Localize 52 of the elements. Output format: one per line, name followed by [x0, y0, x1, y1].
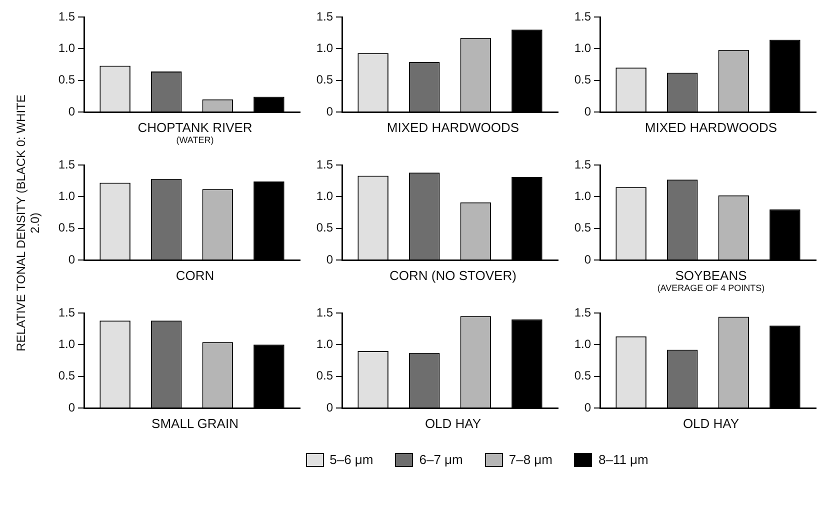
x-axis-title: MIXED HARDWOODS — [644, 120, 778, 135]
y-tick-label: 1.0 — [574, 40, 592, 55]
y-tick-label: 0 — [326, 104, 334, 118]
y-tick-label: 1.5 — [58, 305, 76, 320]
y-tick-label: 0.5 — [58, 220, 76, 235]
legend-label: 8–11 μm — [598, 452, 648, 467]
x-axis-title: SOYBEANS — [674, 268, 748, 283]
y-tick-label: 0 — [68, 400, 76, 414]
legend-label: 5–6 μm — [330, 452, 374, 467]
y-tick-label: 1.5 — [316, 305, 334, 320]
y-tick-label: 1.5 — [574, 305, 592, 320]
text: (AVERAGE OF 4 POINTS) — [656, 283, 766, 294]
y-tick-label: 1.5 — [58, 157, 76, 172]
y-tick-label: 0.5 — [316, 220, 334, 235]
y-tick-label: 1.0 — [58, 336, 76, 351]
x-axis-title: MIXED HARDWOODS — [386, 120, 520, 135]
y-tick-label: 1.0 — [316, 336, 334, 351]
legend-label: 6–7 μm — [419, 452, 463, 467]
y-tick-label: 0.5 — [316, 72, 334, 87]
y-tick-label: 1.5 — [316, 157, 334, 172]
y-tick-label: 1.0 — [58, 40, 76, 55]
y-axis-title: RELATIVE TONAL DENSITY (BLACK 0: WHITE 2.0) — [14, 94, 42, 353]
y-tick-label: 0 — [584, 252, 592, 266]
text: (WATER) — [175, 135, 215, 146]
y-tick-label: 0.5 — [58, 72, 76, 87]
y-tick-label: 1.5 — [574, 157, 592, 172]
y-tick-label: 0 — [68, 252, 76, 266]
x-axis-title: SMALL GRAIN — [150, 416, 240, 431]
y-tick-label: 0 — [584, 400, 592, 414]
y-tick-label: 0.5 — [574, 220, 592, 235]
y-tick-label: 1.5 — [574, 9, 592, 24]
y-tick-label: 0 — [68, 104, 76, 118]
y-tick-label: 0 — [326, 252, 334, 266]
y-tick-label: 0.5 — [574, 368, 592, 383]
y-tick-label: 0.5 — [574, 72, 592, 87]
y-tick-label: 1.0 — [574, 188, 592, 203]
x-axis-title: OLD HAY — [682, 416, 740, 431]
y-tick-label: 1.0 — [316, 188, 334, 203]
y-tick-label: 1.0 — [574, 336, 592, 351]
legend-label: 7–8 μm — [508, 452, 552, 467]
y-tick-label: 1.5 — [316, 9, 334, 24]
x-axis-title: CORN — [174, 268, 216, 283]
y-tick-label: 0 — [584, 104, 592, 118]
x-axis-title: CHOPTANK RIVER — [136, 120, 254, 135]
y-tick-label: 0.5 — [316, 368, 334, 383]
y-tick-label: 0.5 — [58, 368, 76, 383]
y-tick-label: 1.0 — [58, 188, 76, 203]
y-tick-label: 1.0 — [316, 40, 334, 55]
y-tick-label: 1.5 — [58, 9, 76, 24]
y-tick-label: 0 — [326, 400, 334, 414]
x-axis-title: OLD HAY — [424, 416, 482, 431]
x-axis-title: CORN (NO STOVER) — [388, 268, 518, 283]
